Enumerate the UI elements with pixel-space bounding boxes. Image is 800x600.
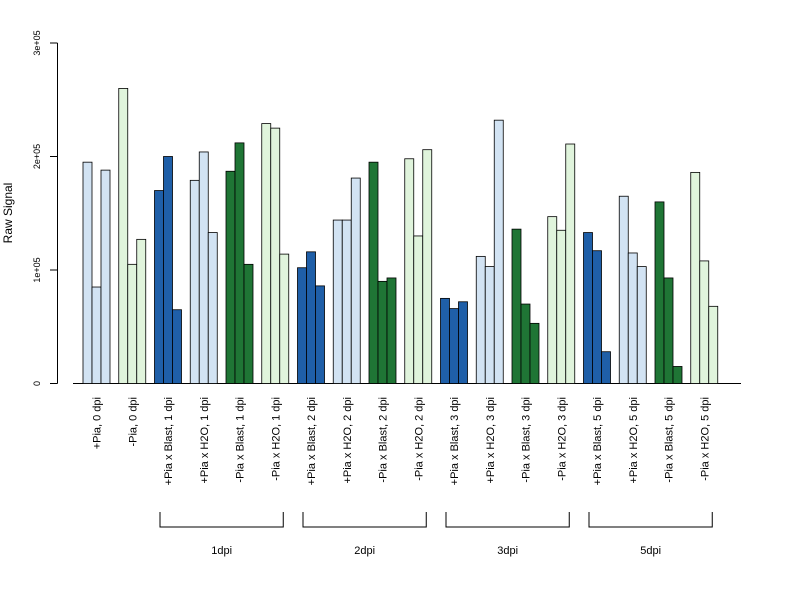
- bar: [601, 351, 611, 384]
- x-tick-label: -Pia x Blast, 5 dpi: [664, 397, 676, 483]
- bar: [136, 238, 147, 384]
- x-tick-label: -Pia x Blast, 3 dpi: [521, 397, 533, 483]
- x-tick-label: +Pia x H2O, 5 dpi: [628, 397, 640, 484]
- bar: [413, 235, 424, 384]
- bar: [386, 277, 397, 384]
- bar: [511, 228, 522, 384]
- bar: [118, 88, 129, 384]
- bars-layer: [82, 88, 719, 384]
- bar: [547, 216, 558, 384]
- bar: [198, 151, 209, 384]
- bar: [636, 266, 647, 384]
- bar: [690, 171, 701, 384]
- x-tick-label: +Pia x Blast, 3 dpi: [449, 397, 461, 485]
- bar: [708, 305, 719, 384]
- bar: [154, 190, 164, 384]
- bar: [440, 297, 450, 384]
- bar: [127, 263, 138, 384]
- bar: [82, 161, 93, 384]
- y-axis-label: Raw Signal: [1, 183, 15, 244]
- bar: [672, 366, 683, 384]
- bar: [520, 303, 531, 384]
- bar: [449, 308, 459, 384]
- bar: [618, 195, 629, 384]
- bar: [583, 232, 593, 384]
- bar: [172, 309, 182, 384]
- bar: [475, 255, 486, 384]
- bar: [404, 158, 415, 384]
- group-label: 3dpi: [497, 545, 518, 557]
- y-tick-label: 3e+05: [32, 30, 42, 55]
- group-brackets: 1dpi 2dpi 3dpi 5dpi: [159, 512, 713, 557]
- x-tick-label: +Pia x Blast, 5 dpi: [592, 397, 604, 485]
- x-tick-label: -Pia x H2O, 1 dpi: [270, 397, 282, 481]
- x-tick-label: +Pia x H2O, 3 dpi: [485, 397, 497, 484]
- bar: [556, 229, 567, 384]
- x-tick-label: -Pia, 0 dpi: [127, 397, 139, 447]
- bar: [627, 252, 638, 384]
- bar: [234, 142, 245, 384]
- x-tick-label: +Pia x H2O, 1 dpi: [199, 397, 211, 484]
- bar: [189, 179, 200, 384]
- group-bracket: [159, 512, 284, 528]
- bar: [100, 169, 111, 384]
- bar: [699, 260, 710, 384]
- group-bracket: [588, 512, 713, 528]
- bar: [422, 149, 433, 384]
- bar: [592, 250, 602, 384]
- bar: [529, 322, 540, 384]
- bar: [270, 127, 281, 384]
- bar: [493, 119, 504, 384]
- bar: [377, 280, 388, 384]
- x-tick-label: -Pia x H2O, 3 dpi: [556, 397, 568, 481]
- bar: [368, 161, 379, 384]
- x-tick-label: -Pia x H2O, 2 dpi: [413, 397, 425, 481]
- group-bracket: [302, 512, 427, 528]
- group-label: 5dpi: [640, 545, 661, 557]
- x-tick-label: +Pia x Blast, 1 dpi: [163, 397, 175, 485]
- bar: [458, 301, 468, 384]
- bar: [332, 219, 343, 384]
- x-tick-label: +Pia x H2O, 2 dpi: [342, 397, 354, 484]
- bar: [163, 156, 173, 384]
- bar: [207, 232, 218, 384]
- x-tick-labels: +Pia, 0 dpi -Pia, 0 dpi +Pia x Blast, 1 dp…: [92, 397, 712, 485]
- bar: [663, 277, 674, 384]
- bar: [225, 170, 236, 384]
- y-tick-label: 1e+05: [32, 257, 42, 282]
- bar: [315, 285, 325, 384]
- y-tick-label: 2e+05: [32, 144, 42, 169]
- bar: [261, 123, 272, 384]
- bar: [243, 263, 254, 384]
- bar: [306, 251, 316, 384]
- x-tick-label: +Pia x Blast, 2 dpi: [306, 397, 318, 485]
- bar: [565, 143, 576, 384]
- bar: [341, 219, 352, 384]
- bar: [350, 177, 361, 384]
- bar: [484, 266, 495, 384]
- group-bracket: [445, 512, 570, 528]
- bar: [654, 201, 665, 384]
- bar: [279, 253, 290, 384]
- group-label: 1dpi: [211, 545, 232, 557]
- x-tick-label: +Pia, 0 dpi: [92, 397, 104, 449]
- x-tick-label: -Pia x Blast, 2 dpi: [378, 397, 390, 483]
- bar: [297, 267, 307, 384]
- y-axis: 0 1e+05 2e+05 3e+05: [32, 30, 58, 386]
- x-tick-label: -Pia x Blast, 1 dpi: [235, 397, 247, 483]
- y-tick-label: 0: [32, 381, 42, 386]
- bar: [91, 286, 102, 384]
- group-label: 2dpi: [354, 545, 375, 557]
- x-tick-label: -Pia x H2O, 5 dpi: [699, 397, 711, 481]
